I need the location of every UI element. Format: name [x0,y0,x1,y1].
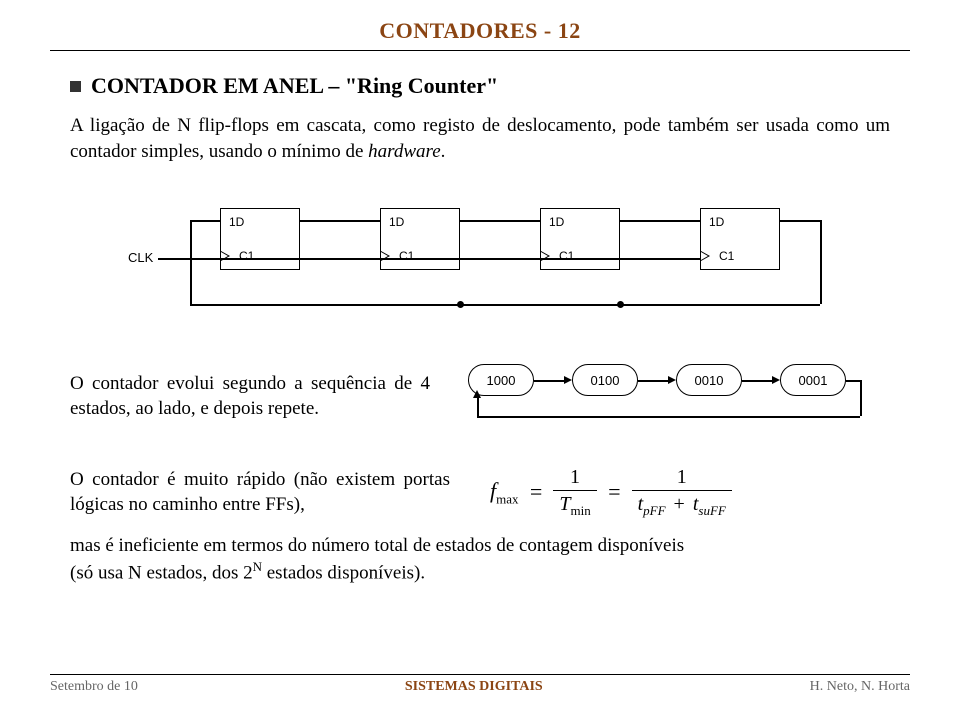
equals-1: = [529,479,544,505]
ff-d-label: 1D [389,215,404,229]
intro-ital: hardware [368,141,440,162]
flipflop-box: 1D C1 [700,208,780,270]
wire [190,220,192,304]
bullet-icon [70,81,81,92]
wire [460,220,540,222]
fraction-2: 1 tpFF + tsuFF [632,466,732,518]
page-title: CONTADORES - 12 [0,18,960,44]
frac1-bar [553,490,596,491]
clk-label: CLK [128,250,153,265]
ff-c-label: C1 [239,249,254,263]
inef-sup: N [253,559,262,574]
state-diagram: 1000010000100001 [460,356,890,436]
ff-c-label: C1 [399,249,414,263]
wire [190,220,220,222]
tsuff-sub: suFF [698,503,725,518]
inef-line2a: (só usa N estados, dos 2 [70,563,253,584]
inef-line1: mas é ineficiente em termos do número to… [70,535,684,556]
footer-center: SISTEMAS DIGITAIS [405,679,543,695]
feedback-wire [846,380,860,382]
arrow-head-icon [473,390,481,398]
fast-row: O contador é muito rápido (não existem p… [70,466,890,518]
wire [620,220,700,222]
flipflop-box: 1D C1 [380,208,460,270]
arrow-line [638,380,668,382]
wire [300,220,380,222]
evolution-text: O contador evolui segundo a sequência de… [70,371,430,422]
state-node: 0010 [676,364,742,396]
page-header: CONTADORES - 12 [0,0,960,44]
ff-d-label: 1D [709,215,724,229]
ff-c-label: C1 [719,249,734,263]
content: CONTADOR EM ANEL – "Ring Counter" A liga… [0,51,960,586]
footer-row: Setembro de 10 SISTEMAS DIGITAIS H. Neto… [50,679,910,695]
wire [780,220,820,222]
frac2-den: tpFF + tsuFF [632,493,732,518]
wire [190,304,820,306]
T-sub: min [571,503,591,518]
fmax-formula: fmax = 1 Tmin = 1 tpFF + tsuFF [490,466,732,518]
inef-line2b: estados disponíveis). [262,563,425,584]
clock-edge-icon [541,251,550,261]
arrow-head-icon [564,376,572,384]
feedback-wire [477,396,479,416]
section-title: CONTADOR EM ANEL – "Ring Counter" [70,73,890,99]
state-node: 0100 [572,364,638,396]
flipflop-box: 1D C1 [220,208,300,270]
frac1-num: 1 [564,466,586,488]
fraction-1: 1 Tmin [553,466,596,518]
junction-dot-icon [457,301,464,308]
flipflop-box: 1D C1 [540,208,620,270]
section-title-text: CONTADOR EM ANEL – "Ring Counter" [91,73,498,98]
arrow-line [742,380,772,382]
ff-d-label: 1D [229,215,244,229]
footer-right: H. Neto, N. Horta [810,679,910,695]
frac2-bar [632,490,732,491]
f-symbol: fmax [490,478,519,507]
fast-text: O contador é muito rápido (não existem p… [70,467,450,518]
frac2-num: 1 [671,466,693,488]
evolution-row: O contador evolui segundo a sequência de… [70,356,890,436]
arrow-line [534,380,564,382]
state-node: 0001 [780,364,846,396]
feedback-wire [860,380,862,416]
clock-edge-icon [221,251,230,261]
junction-dot-icon [617,301,624,308]
arrow-head-icon [668,376,676,384]
wire [158,258,170,260]
equals-2: = [607,479,622,505]
arrow-head-icon [772,376,780,384]
footer-left: Setembro de 10 [50,679,138,695]
intro-paragraph: A ligação de N flip-flops em cascata, co… [70,113,890,164]
footer: Setembro de 10 SISTEMAS DIGITAIS H. Neto… [0,674,960,695]
f-sub: max [496,491,518,506]
frac1-den: Tmin [553,493,596,518]
ff-d-label: 1D [549,215,564,229]
ff-c-label: C1 [559,249,574,263]
clock-edge-icon [381,251,390,261]
wire [170,258,700,260]
inefficiency-paragraph: mas é ineficiente em termos do número to… [70,533,890,587]
wire [820,220,822,304]
feedback-wire [477,416,860,418]
plus-sym: + [671,493,688,515]
clock-edge-icon [701,251,710,261]
intro-b: . [441,141,446,162]
intro-a: A ligação de N flip-flops em cascata, co… [70,115,890,162]
T-sym: T [559,493,570,515]
flipflop-chain-diagram: CLK 1D C1 1D C1 1D C1 1D C1 [70,192,890,332]
tpff-sub: pFF [643,503,665,518]
footer-rule [50,674,910,675]
